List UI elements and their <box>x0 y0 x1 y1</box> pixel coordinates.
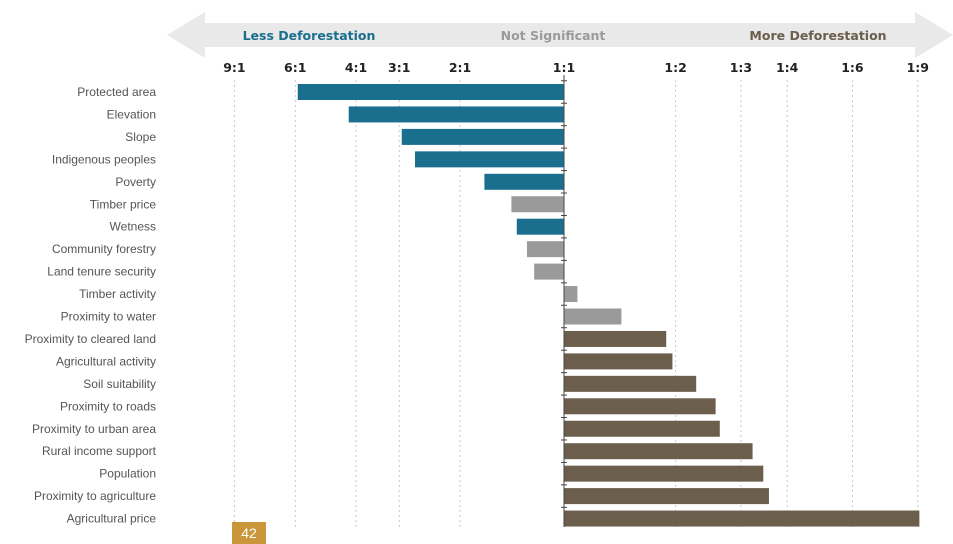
bar-soil-suitability <box>564 375 697 392</box>
bar-land-tenure-security <box>534 263 564 280</box>
category-label-protected-area: Protected area <box>77 85 156 99</box>
zone-label-not-significant: Not Significant <box>501 28 606 43</box>
category-label-soil-suitability: Soil suitability <box>83 377 156 391</box>
tick-label-9-1: 9:1 <box>223 60 245 75</box>
direction-arrow <box>167 12 953 58</box>
category-label-agricultural-price: Agricultural price <box>67 512 157 526</box>
bar-proximity-to-agriculture <box>564 488 769 505</box>
bar-proximity-to-roads <box>564 398 716 415</box>
category-label-indigenous-peoples: Indigenous peoples <box>52 152 156 166</box>
bar-rural-income-support <box>564 443 753 460</box>
gridlines <box>233 80 919 527</box>
category-labels: Protected area Elevation Slope Indigenous p… <box>25 85 157 526</box>
zone-labels: Less Deforestation Not Significant More De… <box>243 28 887 43</box>
tick-label-1-3: 1:3 <box>730 60 752 75</box>
bar-proximity-to-water <box>564 308 622 325</box>
category-label-timber-price: Timber price <box>90 197 157 211</box>
category-label-proximity-to-cleared-land: Proximity to cleared land <box>25 332 156 346</box>
bar-agricultural-price <box>564 510 920 527</box>
category-label-population: Population <box>99 467 156 481</box>
category-label-rural-income-support: Rural income support <box>42 444 157 458</box>
axis-tick-marks <box>561 80 567 508</box>
category-label-agricultural-activity: Agricultural activity <box>56 354 156 368</box>
bar-timber-price <box>511 196 564 213</box>
bar-community-forestry <box>526 241 564 258</box>
bar-timber-activity <box>564 286 578 303</box>
bar-protected-area <box>297 84 564 100</box>
tick-label-4-1: 4:1 <box>345 60 367 75</box>
tick-labels: 9:1 6:1 4:1 3:1 2:1 1:1 1:2 1:3 1:4 1:6 1:9 <box>223 60 929 75</box>
tick-label-1-6: 1:6 <box>841 60 864 75</box>
tick-label-3-1: 3:1 <box>388 60 410 75</box>
category-label-slope: Slope <box>125 130 156 144</box>
bar-proximity-to-cleared-land <box>564 330 667 347</box>
bar-slope <box>401 128 564 145</box>
category-label-community-forestry: Community forestry <box>52 242 156 256</box>
tick-label-1-4: 1:4 <box>776 60 799 75</box>
bar-elevation <box>348 106 564 123</box>
category-label-proximity-to-agriculture: Proximity to agriculture <box>34 489 156 503</box>
bar-indigenous-peoples <box>415 151 564 168</box>
category-label-proximity-to-roads: Proximity to roads <box>60 399 156 413</box>
tick-label-6-1: 6:1 <box>284 60 306 75</box>
category-label-wetness: Wetness <box>110 220 156 234</box>
page-number-badge: 42 <box>232 522 266 544</box>
category-label-elevation: Elevation <box>107 107 156 121</box>
bar-wetness <box>516 218 564 235</box>
tick-label-1-2: 1:2 <box>664 60 686 75</box>
bars <box>297 84 920 527</box>
bar-population <box>564 465 764 482</box>
zone-label-more-deforestation: More Deforestation <box>749 28 886 43</box>
bar-agricultural-activity <box>564 353 673 370</box>
category-label-proximity-to-urban-area: Proximity to urban area <box>32 422 156 436</box>
tick-label-2-1: 2:1 <box>449 60 471 75</box>
category-label-timber-activity: Timber activity <box>79 287 156 301</box>
category-label-land-tenure-security: Land tenure security <box>47 265 156 279</box>
category-label-poverty: Poverty <box>115 175 156 189</box>
bar-proximity-to-urban-area <box>564 420 720 437</box>
bar-poverty <box>484 173 564 190</box>
tick-label-1-9: 1:9 <box>907 60 929 75</box>
tick-label-1-1: 1:1 <box>553 60 575 75</box>
zone-label-less-deforestation: Less Deforestation <box>243 28 376 43</box>
category-label-proximity-to-water: Proximity to water <box>61 310 156 324</box>
